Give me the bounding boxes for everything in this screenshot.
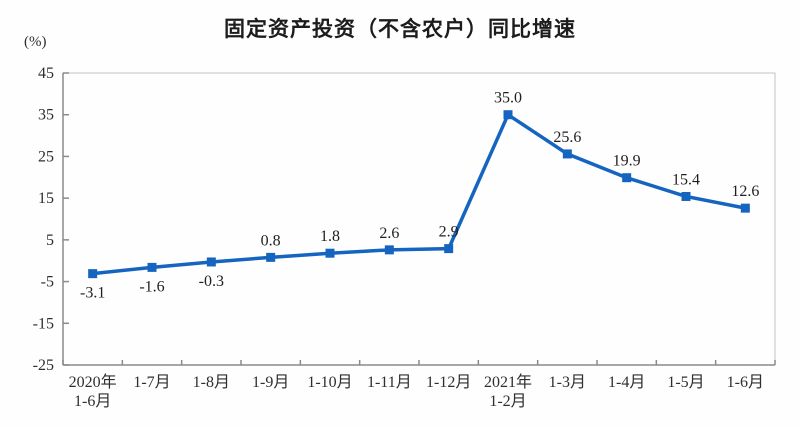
data-point-marker — [88, 269, 98, 279]
data-value-label: 12.6 — [731, 183, 759, 200]
y-tick-label: -5 — [41, 274, 54, 291]
x-category-label: 1-7月 — [133, 374, 170, 391]
data-value-label: -0.3 — [199, 273, 224, 290]
x-category-label: 1-6月 — [727, 374, 764, 391]
y-tick-label: 25 — [38, 148, 54, 165]
data-value-label: 15.4 — [672, 171, 700, 188]
data-point-marker — [740, 203, 750, 213]
data-point-marker — [325, 248, 335, 258]
data-line — [92, 112, 746, 276]
x-category-label: 2021年 1-2月 — [484, 373, 532, 410]
y-tick-label: 35 — [38, 107, 54, 124]
data-value-label: 35.0 — [494, 90, 522, 107]
data-point-marker — [266, 252, 276, 262]
plot-border — [62, 72, 776, 366]
data-point-marker — [206, 257, 216, 267]
data-value-label: 1.8 — [320, 228, 340, 245]
data-point-marker — [622, 173, 632, 183]
data-value-label: 0.8 — [261, 232, 281, 249]
y-axis-unit-label: (%) — [24, 34, 47, 50]
data-point-marker — [562, 149, 572, 159]
data-point-marker — [444, 244, 454, 254]
data-point-marker — [147, 262, 157, 272]
x-category-label: 2020年 1-6月 — [69, 373, 117, 410]
data-value-label: -3.1 — [80, 285, 105, 302]
x-category-label: 1-10月 — [307, 374, 352, 391]
x-category-label: 1-8月 — [193, 374, 230, 391]
x-category-label: 1-11月 — [367, 374, 412, 391]
chart-title: 固定资产投资（不含农户）同比增速 — [224, 18, 576, 41]
y-tick-label: 15 — [38, 190, 54, 207]
x-category-label: 1-5月 — [667, 374, 704, 391]
x-category-label: 1-12月 — [426, 374, 471, 391]
data-value-label: 25.6 — [553, 129, 581, 146]
data-point-marker — [503, 110, 513, 120]
data-value-label: -1.6 — [139, 278, 164, 295]
x-category-label: 1-4月 — [608, 374, 645, 391]
x-category-label: 1-3月 — [549, 374, 586, 391]
data-value-label: 2.9 — [439, 224, 459, 241]
data-value-label: 2.6 — [379, 225, 399, 242]
data-point-marker — [384, 245, 394, 255]
x-category-label: 1-9月 — [252, 374, 289, 391]
y-tick-label: -15 — [33, 315, 54, 332]
data-value-label: 19.9 — [613, 153, 641, 170]
y-tick-label: 5 — [46, 232, 54, 249]
data-point-marker — [681, 191, 691, 201]
y-tick-label: 45 — [38, 65, 54, 82]
y-tick-label: -25 — [33, 357, 54, 374]
